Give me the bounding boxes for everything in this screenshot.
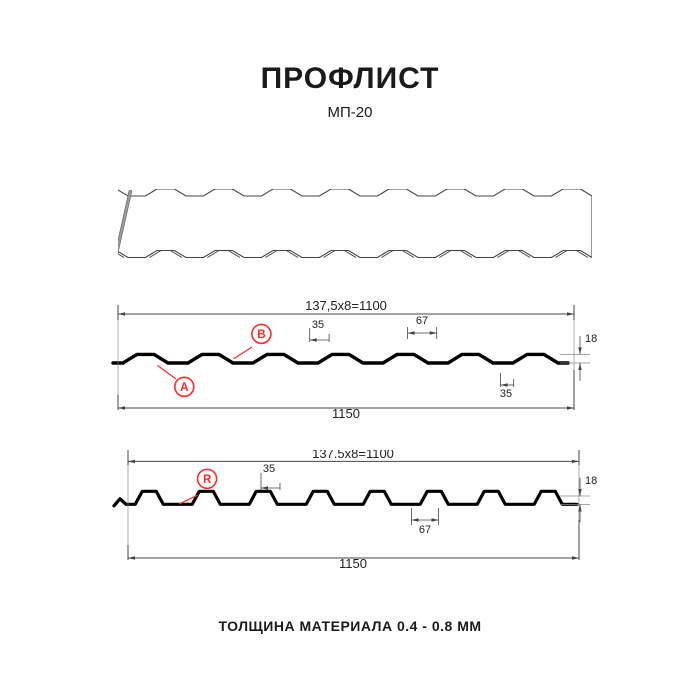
svg-text:35: 35 <box>500 388 512 400</box>
svg-text:67: 67 <box>416 315 428 327</box>
svg-text:137.5x8=1100: 137.5x8=1100 <box>312 450 394 461</box>
svg-text:67: 67 <box>419 524 431 536</box>
svg-text:R: R <box>203 474 212 486</box>
svg-text:18: 18 <box>585 475 597 487</box>
svg-text:18: 18 <box>585 333 597 345</box>
svg-text:A: A <box>180 380 189 394</box>
svg-text:35: 35 <box>312 319 324 331</box>
svg-text:1150: 1150 <box>332 406 360 420</box>
svg-text:35: 35 <box>263 463 275 475</box>
svg-text:B: B <box>257 327 266 341</box>
svg-text:1150: 1150 <box>339 556 367 571</box>
svg-text:137,5x8=1100: 137,5x8=1100 <box>305 300 387 313</box>
